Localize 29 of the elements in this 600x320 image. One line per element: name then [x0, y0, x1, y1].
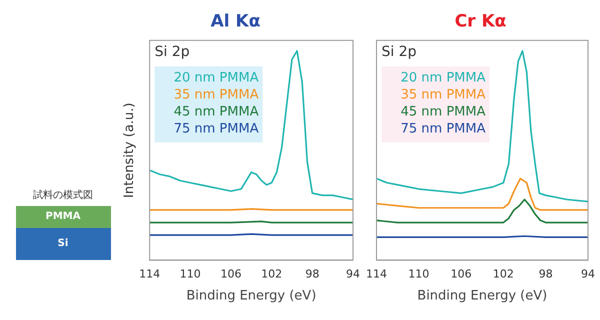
x-tick-label: 106	[220, 268, 242, 281]
text: 75 nm PMMA	[400, 121, 486, 136]
x-axis-title: Binding Energy (eV)	[186, 288, 316, 304]
chart-title: Al Kα	[210, 12, 260, 32]
x-tick-label: 94	[581, 268, 595, 281]
chart-title: Cr Kα	[454, 12, 506, 32]
x-tick-label: 106	[450, 268, 472, 281]
x-tick-label: 110	[180, 268, 201, 281]
text: 35 nm PMMA	[400, 87, 486, 102]
x-tick-label: 94	[346, 268, 360, 281]
layer-stack-diagram: PMMA Si	[16, 206, 110, 260]
x-tick-label: 102	[261, 268, 282, 281]
text: 75 nm PMMA	[174, 121, 259, 136]
text: 試料の模式図	[32, 188, 94, 202]
text: 35 nm PMMA	[174, 87, 259, 102]
annotation: Si 2p	[382, 44, 417, 60]
x-tick-label: 102	[492, 268, 514, 281]
y-axis-title: Intensity (a.u.)	[122, 102, 138, 198]
annotation: Si 2p	[154, 44, 190, 60]
text: 45 nm PMMA	[400, 104, 486, 120]
x-tick-label: 98	[305, 268, 320, 281]
text: 20 nm PMMA	[174, 70, 259, 86]
x-tick-label: 110	[408, 268, 430, 281]
text: 45 nm PMMA	[174, 104, 259, 120]
text: 20 nm PMMA	[400, 70, 486, 86]
x-tick-label: 114	[139, 268, 160, 281]
x-tick-label: 98	[538, 268, 553, 281]
x-tick-label: 114	[366, 268, 387, 281]
x-axis-title: Binding Energy (eV)	[417, 288, 548, 304]
